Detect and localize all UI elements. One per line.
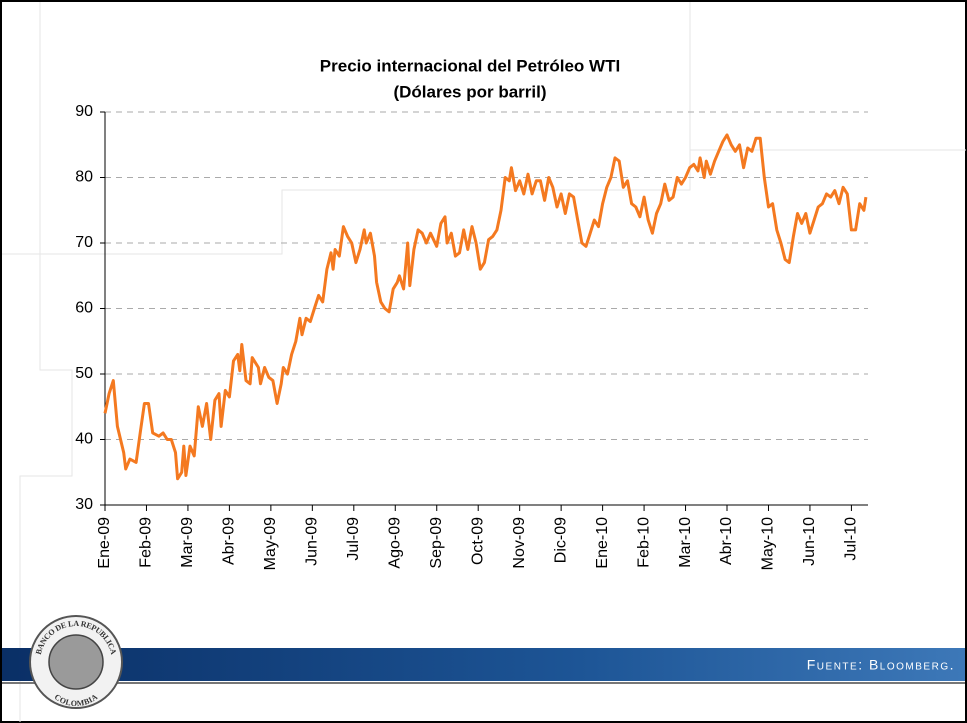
y-tick-label: 90 [75, 103, 93, 120]
y-tick-label: 70 [75, 234, 93, 251]
y-tick-label: 50 [75, 365, 93, 382]
y-tick-label: 60 [75, 300, 93, 317]
x-tick-label: May-09 [262, 517, 279, 570]
logo-portrait [48, 634, 104, 690]
y-tick-label: 40 [75, 431, 93, 448]
x-tick-label: Feb-09 [138, 517, 155, 568]
x-tick-label: Abr-09 [221, 517, 238, 565]
x-tick-label: Mar-10 [677, 517, 694, 568]
x-tick-label: Mar-09 [179, 517, 196, 568]
x-tick-label: Abr-10 [718, 517, 735, 565]
x-tick-label: Oct-09 [469, 517, 486, 565]
chart-title: Precio internacional del Petróleo WTI [320, 56, 620, 75]
x-tick-label: Jul-09 [345, 517, 362, 561]
y-tick-label: 30 [75, 496, 93, 513]
footer-band [2, 648, 965, 681]
x-tick-label: Ene-10 [594, 517, 611, 569]
chart-subtitle: (Dólares por barril) [393, 82, 546, 101]
x-tick-label: Ago-09 [386, 517, 403, 569]
x-tick-label: Feb-10 [635, 517, 652, 568]
x-tick-label: Dic-09 [552, 517, 569, 563]
x-tick-label: Jun-10 [801, 517, 818, 566]
x-tick-label: Jun-09 [304, 517, 321, 566]
source-note: Fuente: Bloomberg. [807, 657, 955, 673]
price-line [103, 133, 868, 481]
x-tick-label: Sep-09 [428, 517, 445, 569]
x-tick-label: May-10 [760, 517, 777, 570]
x-tick-label: Nov-09 [511, 517, 528, 569]
x-tick-label: Jul-10 [843, 517, 860, 561]
logo: BANCO DE LA REPUBLICA COLOMBIA [29, 615, 123, 709]
y-tick-label: 80 [75, 169, 93, 186]
x-tick-label: Ene-09 [96, 517, 113, 569]
